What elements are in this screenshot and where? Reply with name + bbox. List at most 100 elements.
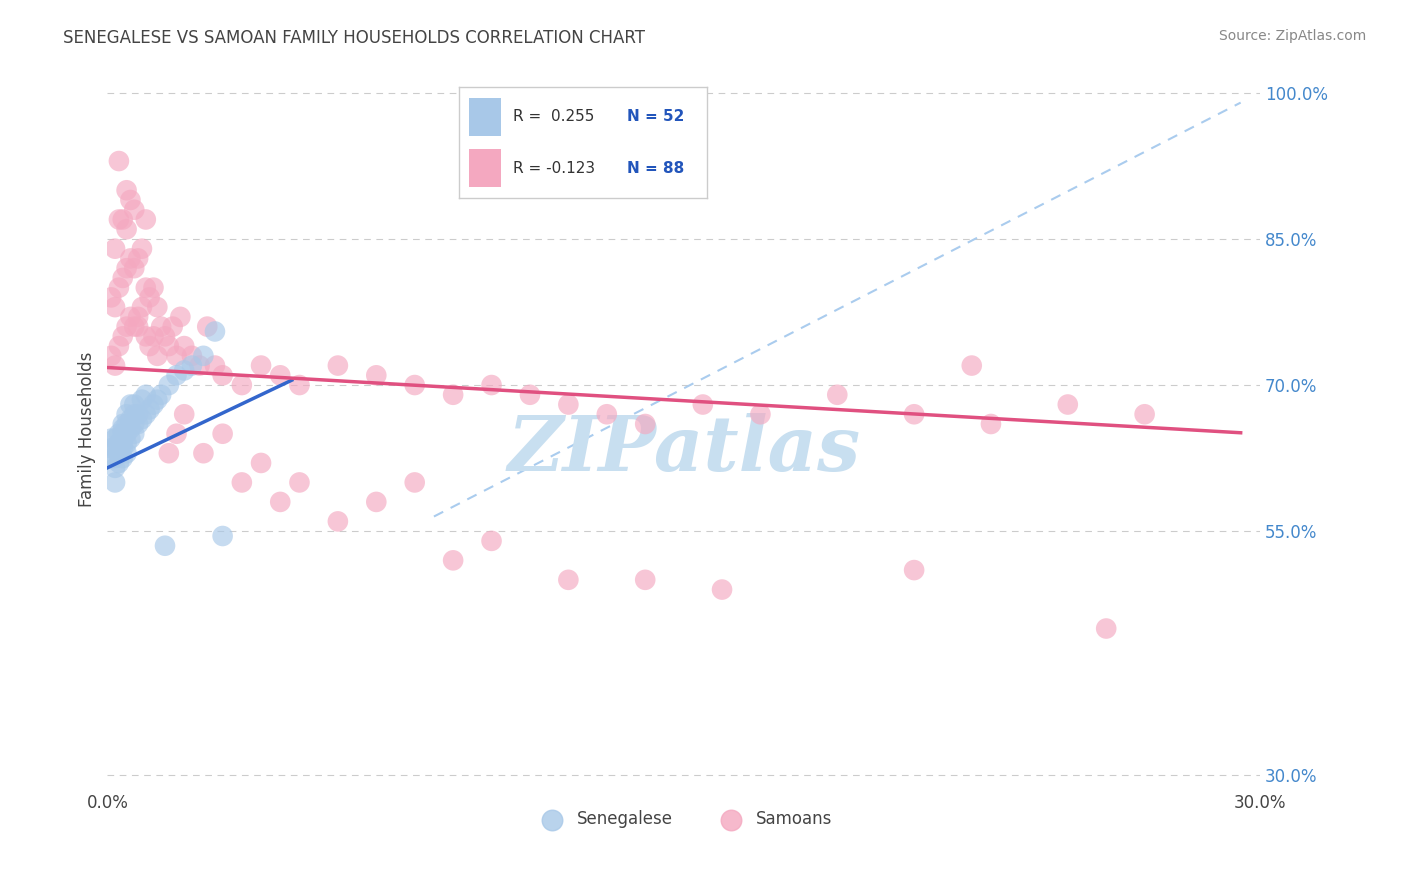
Text: SENEGALESE VS SAMOAN FAMILY HOUSEHOLDS CORRELATION CHART: SENEGALESE VS SAMOAN FAMILY HOUSEHOLDS C… xyxy=(63,29,645,46)
Point xyxy=(142,329,165,343)
Point xyxy=(153,329,176,343)
Point xyxy=(193,446,215,460)
Point xyxy=(104,300,127,314)
Point xyxy=(146,349,169,363)
Point xyxy=(150,319,173,334)
Point xyxy=(153,539,176,553)
Point xyxy=(111,417,134,431)
Point xyxy=(100,442,122,456)
Point xyxy=(108,212,131,227)
Point xyxy=(135,407,157,421)
Point xyxy=(288,378,311,392)
Point xyxy=(157,339,180,353)
Point xyxy=(115,417,138,431)
Point xyxy=(127,252,149,266)
Point xyxy=(634,417,657,431)
Point xyxy=(711,582,734,597)
Point xyxy=(326,515,349,529)
Point xyxy=(111,436,134,450)
Point xyxy=(115,261,138,276)
Point xyxy=(100,349,122,363)
Point xyxy=(166,426,188,441)
Point xyxy=(104,432,127,446)
Point xyxy=(903,563,925,577)
Point xyxy=(111,212,134,227)
Point xyxy=(138,402,160,417)
Point xyxy=(108,426,131,441)
Legend: Senegalese, Samoans: Senegalese, Samoans xyxy=(529,804,839,835)
Point xyxy=(166,368,188,383)
Point xyxy=(104,475,127,490)
Point xyxy=(138,290,160,304)
Point xyxy=(231,475,253,490)
Point xyxy=(1056,398,1078,412)
Point xyxy=(115,183,138,197)
Point xyxy=(131,242,153,256)
Point xyxy=(108,446,131,460)
Point xyxy=(142,398,165,412)
Point xyxy=(1133,407,1156,421)
Point xyxy=(122,202,145,217)
Point xyxy=(162,319,184,334)
Point xyxy=(108,339,131,353)
Point xyxy=(127,407,149,421)
Point xyxy=(404,475,426,490)
Point xyxy=(104,242,127,256)
Point xyxy=(111,451,134,466)
Point xyxy=(115,319,138,334)
Point xyxy=(120,193,142,207)
Point xyxy=(481,378,503,392)
Point xyxy=(441,553,464,567)
Point xyxy=(269,495,291,509)
Point xyxy=(204,325,226,339)
Point xyxy=(193,349,215,363)
Point xyxy=(557,573,579,587)
Point xyxy=(111,426,134,441)
Point xyxy=(166,349,188,363)
Point xyxy=(211,368,233,383)
Point xyxy=(120,398,142,412)
Point xyxy=(173,363,195,377)
Text: ZIPatlas: ZIPatlas xyxy=(508,414,860,488)
Point xyxy=(211,426,233,441)
Point xyxy=(122,407,145,421)
Point xyxy=(122,319,145,334)
Point xyxy=(127,417,149,431)
Point xyxy=(108,436,131,450)
Point xyxy=(122,261,145,276)
Point xyxy=(111,422,134,436)
Point xyxy=(204,359,226,373)
Point xyxy=(150,388,173,402)
Point xyxy=(122,426,145,441)
Point xyxy=(120,252,142,266)
Point xyxy=(366,495,388,509)
Point xyxy=(960,359,983,373)
Point xyxy=(596,407,619,421)
Point xyxy=(135,329,157,343)
Point xyxy=(366,368,388,383)
Point xyxy=(135,280,157,294)
Point xyxy=(827,388,849,402)
Point xyxy=(231,378,253,392)
Point xyxy=(519,388,541,402)
Point xyxy=(104,460,127,475)
Point xyxy=(131,412,153,426)
Point xyxy=(157,378,180,392)
Point xyxy=(903,407,925,421)
Point xyxy=(481,533,503,548)
Point xyxy=(127,310,149,324)
Point xyxy=(195,319,218,334)
Point xyxy=(122,417,145,431)
Point xyxy=(115,426,138,441)
Point xyxy=(326,359,349,373)
Point xyxy=(131,392,153,407)
Point xyxy=(115,222,138,236)
Point xyxy=(211,529,233,543)
Point xyxy=(104,442,127,456)
Point xyxy=(180,349,202,363)
Point xyxy=(188,359,211,373)
Point xyxy=(173,339,195,353)
Point xyxy=(100,432,122,446)
Point xyxy=(108,446,131,460)
Point xyxy=(288,475,311,490)
